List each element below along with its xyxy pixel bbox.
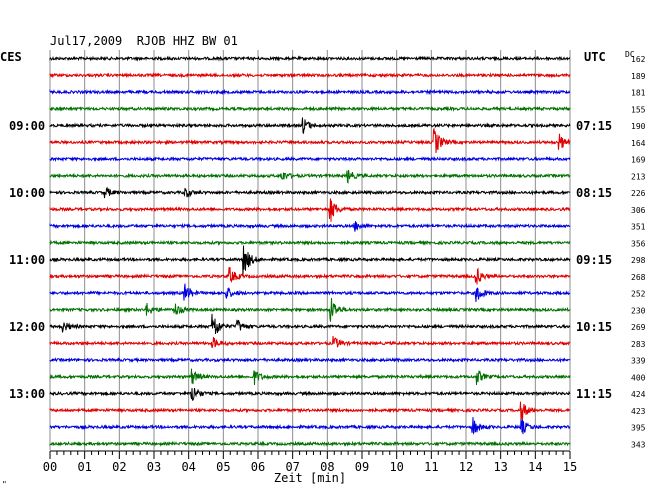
dc-offset-label: 155	[631, 105, 646, 114]
trace-1	[49, 72, 571, 79]
left-time-label: 13:00	[9, 387, 45, 401]
x-tick-label-03: 03	[147, 460, 161, 474]
x-tick-label-09: 09	[355, 460, 369, 474]
dc-offset-label: 189	[631, 72, 646, 81]
dc-offset-label: 230	[631, 306, 646, 315]
left-time-label: 12:00	[9, 320, 45, 334]
trace-6	[49, 155, 571, 163]
dc-offset-label: 306	[631, 206, 646, 215]
right-time-label: 07:15	[576, 119, 612, 133]
time-labels: 09:00 10:00 11:00 12:00 13:00 07:15 08:15 09:15…	[9, 119, 612, 401]
trace-19	[49, 368, 571, 386]
dc-offset-label: 298	[631, 256, 646, 265]
trace-0	[49, 55, 571, 62]
dc-offset-label: 190	[631, 122, 646, 131]
trace-3	[49, 105, 571, 112]
x-tick-label-13: 13	[493, 460, 507, 474]
dc-offset-label: 351	[631, 223, 646, 232]
dc-offset-label: 164	[631, 139, 646, 148]
x-tick-label-08: 08	[320, 460, 334, 474]
left-timezone-label: CES	[0, 50, 22, 64]
trace-12	[49, 245, 571, 277]
left-time-label: 10:00	[9, 186, 45, 200]
trace-10	[49, 221, 571, 232]
x-tick-label-15: 15	[563, 460, 577, 474]
trace-7	[49, 169, 571, 184]
dc-offset-label: 162	[631, 55, 646, 64]
dc-offset-label: 268	[631, 273, 646, 282]
x-tick-label-05: 05	[216, 460, 230, 474]
right-time-label: 09:15	[576, 253, 612, 267]
trace-18	[49, 356, 571, 364]
dc-offset-label: 339	[631, 357, 646, 366]
trace-9	[49, 198, 571, 222]
dc-offset-label: 226	[631, 189, 646, 198]
minute-grid	[49, 50, 571, 450]
trace-2	[49, 88, 571, 96]
dc-offset-label: 356	[631, 239, 646, 248]
chart-title: Jul17,2009 RJOB HHZ BW 01	[50, 34, 238, 48]
trace-17	[49, 335, 571, 349]
x-tick-label-04: 04	[181, 460, 195, 474]
left-time-label: 09:00	[9, 119, 45, 133]
x-tick-label-06: 06	[251, 460, 265, 474]
dc-offset-label: 213	[631, 172, 646, 181]
trace-5	[49, 126, 571, 154]
x-tick-label-00: 00	[43, 460, 57, 474]
dc-offset-label: 283	[631, 340, 646, 349]
trace-23	[49, 440, 571, 447]
right-time-label: 10:15	[576, 320, 612, 334]
x-tick-label-14: 14	[528, 460, 542, 474]
dc-offset-label: 252	[631, 290, 646, 299]
trace-21	[49, 401, 571, 422]
x-tick-label-11: 11	[424, 460, 438, 474]
right-time-label: 08:15	[576, 186, 612, 200]
trace-15	[49, 297, 571, 322]
left-time-label: 11:00	[9, 253, 45, 267]
dc-offset-label: 169	[631, 156, 646, 165]
x-axis: 00 01 02 03 04 05 06 07 08 09 10 11 12 13 14 15	[43, 450, 577, 474]
trace-13	[49, 266, 571, 285]
x-tick-label-07: 07	[285, 460, 299, 474]
dc-offset-label: 269	[631, 323, 646, 332]
dc-header-label: DC	[625, 50, 635, 59]
dc-offset-labels: 162 189 181 155 190 164 169 213 226 306 351 356 298 2…	[631, 55, 646, 449]
x-tick-label-10: 10	[389, 460, 403, 474]
dc-offset-label: 395	[631, 424, 646, 433]
seismic-traces	[49, 55, 571, 447]
dc-offset-label: 424	[631, 390, 646, 399]
trace-8	[49, 186, 571, 199]
x-tick-label-12: 12	[459, 460, 473, 474]
trace-16	[49, 313, 571, 334]
trace-20	[49, 387, 571, 401]
right-timezone-label: UTC	[584, 50, 606, 64]
x-axis-label: Zeit [min]	[274, 471, 346, 485]
dc-offset-label: 423	[631, 407, 646, 416]
x-tick-label-02: 02	[112, 460, 126, 474]
dc-offset-label: 400	[631, 373, 646, 382]
trace-11	[49, 239, 571, 246]
corner-mark: "	[2, 480, 7, 489]
trace-22	[49, 417, 571, 435]
dc-offset-label: 181	[631, 89, 646, 98]
dc-offset-label: 343	[631, 440, 646, 449]
trace-4	[49, 117, 571, 135]
x-tick-label-01: 01	[77, 460, 91, 474]
trace-14	[49, 283, 571, 302]
right-time-label: 11:15	[576, 387, 612, 401]
